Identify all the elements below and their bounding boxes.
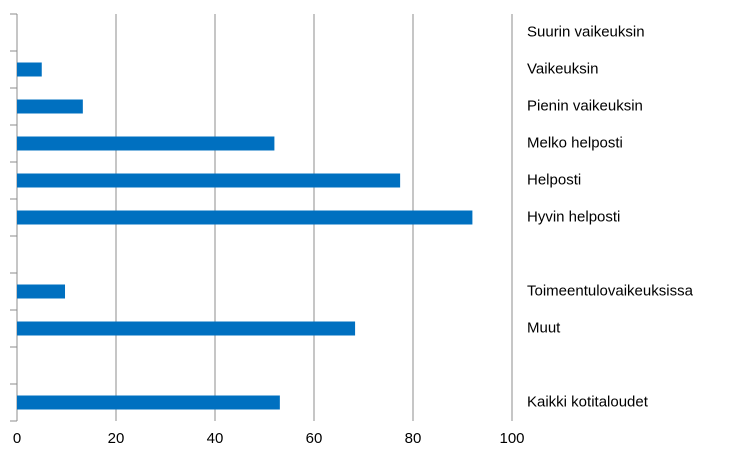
bar [17,321,356,336]
bar [17,173,401,188]
category-label: Muut [527,319,561,336]
bar [17,136,275,151]
x-tick-label: 40 [207,430,224,447]
x-tick-label: 80 [405,430,422,447]
bar [17,395,280,410]
category-label: Suurin vaikeuksin [527,23,645,40]
category-label: Kaikki kotitaloudet [527,393,649,410]
x-tick-label: 60 [306,430,323,447]
category-label: Helposti [527,171,581,188]
category-label: Vaikeuksin [527,60,598,77]
bar [17,62,42,77]
x-tick-label: 20 [108,430,125,447]
category-label: Toimeentulovaikeuksissa [527,282,694,299]
x-tick-label: 0 [13,430,21,447]
category-label: Melko helposti [527,134,623,151]
x-tick-label: 100 [499,430,524,447]
bar [17,99,83,114]
category-label: Pienin vaikeuksin [527,97,643,114]
bar [17,210,473,225]
category-label: Hyvin helposti [527,208,620,225]
bar [17,284,66,299]
